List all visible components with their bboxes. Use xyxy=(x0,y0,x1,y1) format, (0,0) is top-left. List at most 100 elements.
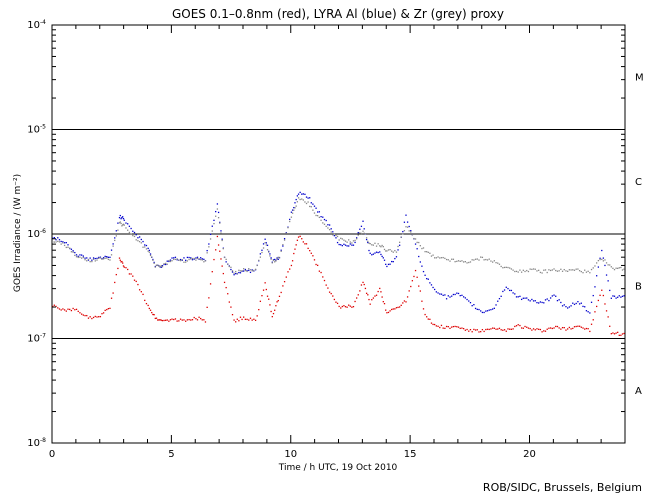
data-point xyxy=(612,332,614,334)
data-point xyxy=(362,230,364,232)
data-point xyxy=(309,197,311,199)
data-point xyxy=(437,292,439,294)
x-tick-label: 15 xyxy=(404,449,417,460)
data-point xyxy=(456,260,458,263)
data-point xyxy=(451,326,453,328)
data-point xyxy=(497,328,499,330)
data-point xyxy=(235,321,237,323)
data-point xyxy=(70,248,73,250)
data-point xyxy=(82,314,84,316)
data-point xyxy=(406,226,409,228)
data-point xyxy=(531,268,533,271)
data-point xyxy=(128,225,131,227)
data-point xyxy=(536,301,538,304)
data-point xyxy=(230,306,232,308)
data-point xyxy=(109,307,111,310)
data-point xyxy=(468,261,470,264)
data-point xyxy=(382,246,384,248)
data-point xyxy=(414,238,417,240)
data-point xyxy=(468,300,470,302)
data-point xyxy=(515,296,518,298)
data-point xyxy=(289,220,291,223)
data-point xyxy=(183,319,185,321)
data-point xyxy=(261,295,263,297)
data-point xyxy=(225,261,227,263)
data-point xyxy=(338,243,340,246)
data-point xyxy=(333,298,336,301)
data-point xyxy=(541,301,543,304)
data-point xyxy=(293,252,295,255)
data-point xyxy=(389,263,391,265)
data-point xyxy=(439,257,441,259)
x-axis-label: Time / h UTC, 19 Oct 2010 xyxy=(278,463,398,473)
data-point xyxy=(568,326,571,329)
data-point xyxy=(597,266,600,268)
data-point xyxy=(414,269,417,272)
data-point xyxy=(377,251,379,254)
data-point xyxy=(119,259,121,261)
data-point xyxy=(505,266,507,269)
data-point xyxy=(206,306,208,309)
data-point xyxy=(89,261,91,263)
data-point xyxy=(570,328,572,330)
data-point xyxy=(354,241,356,244)
data-point xyxy=(160,264,162,267)
data-point xyxy=(515,270,518,273)
data-point xyxy=(405,226,407,228)
data-point xyxy=(151,311,153,314)
data-point xyxy=(185,261,187,263)
data-point xyxy=(544,269,547,271)
data-point xyxy=(578,303,581,305)
data-point xyxy=(439,293,441,295)
data-point xyxy=(449,296,451,298)
data-point xyxy=(58,241,61,243)
data-point xyxy=(478,308,480,311)
data-point xyxy=(261,251,263,254)
data-point xyxy=(186,319,189,321)
data-point xyxy=(354,300,356,303)
data-point xyxy=(617,267,619,270)
data-point xyxy=(239,316,242,318)
data-point xyxy=(203,258,205,260)
data-point xyxy=(618,295,620,297)
data-point xyxy=(79,254,81,256)
data-point xyxy=(317,211,319,213)
data-point xyxy=(193,258,195,260)
data-point xyxy=(291,260,294,262)
data-point xyxy=(168,259,170,262)
data-point xyxy=(457,326,460,328)
data-point xyxy=(553,327,555,329)
data-point xyxy=(590,323,593,325)
data-point xyxy=(112,245,114,247)
data-point xyxy=(233,274,235,276)
data-point xyxy=(301,238,303,240)
data-point xyxy=(322,276,324,278)
data-point xyxy=(471,259,473,261)
data-point xyxy=(165,319,167,321)
data-point xyxy=(421,300,423,302)
data-point xyxy=(364,287,367,290)
data-point xyxy=(422,270,425,273)
data-point xyxy=(544,330,547,332)
data-point xyxy=(320,271,322,274)
data-point xyxy=(195,257,197,259)
data-point xyxy=(483,311,485,314)
data-point xyxy=(421,265,423,267)
data-point xyxy=(555,269,557,272)
data-point xyxy=(577,325,579,327)
data-point xyxy=(290,264,293,267)
data-point xyxy=(215,210,217,213)
data-point xyxy=(123,219,125,221)
data-point xyxy=(94,260,96,262)
data-point xyxy=(87,317,90,319)
data-point xyxy=(301,198,303,200)
data-point xyxy=(524,325,526,328)
data-point xyxy=(238,269,240,271)
y-axis-label: GOES Irradiance / (W m⁻²) xyxy=(13,174,23,292)
flare-class-label: M xyxy=(635,73,644,84)
data-point xyxy=(498,297,501,300)
data-point xyxy=(551,269,553,271)
data-point xyxy=(223,281,226,284)
data-point xyxy=(558,327,560,329)
data-point xyxy=(490,260,492,262)
